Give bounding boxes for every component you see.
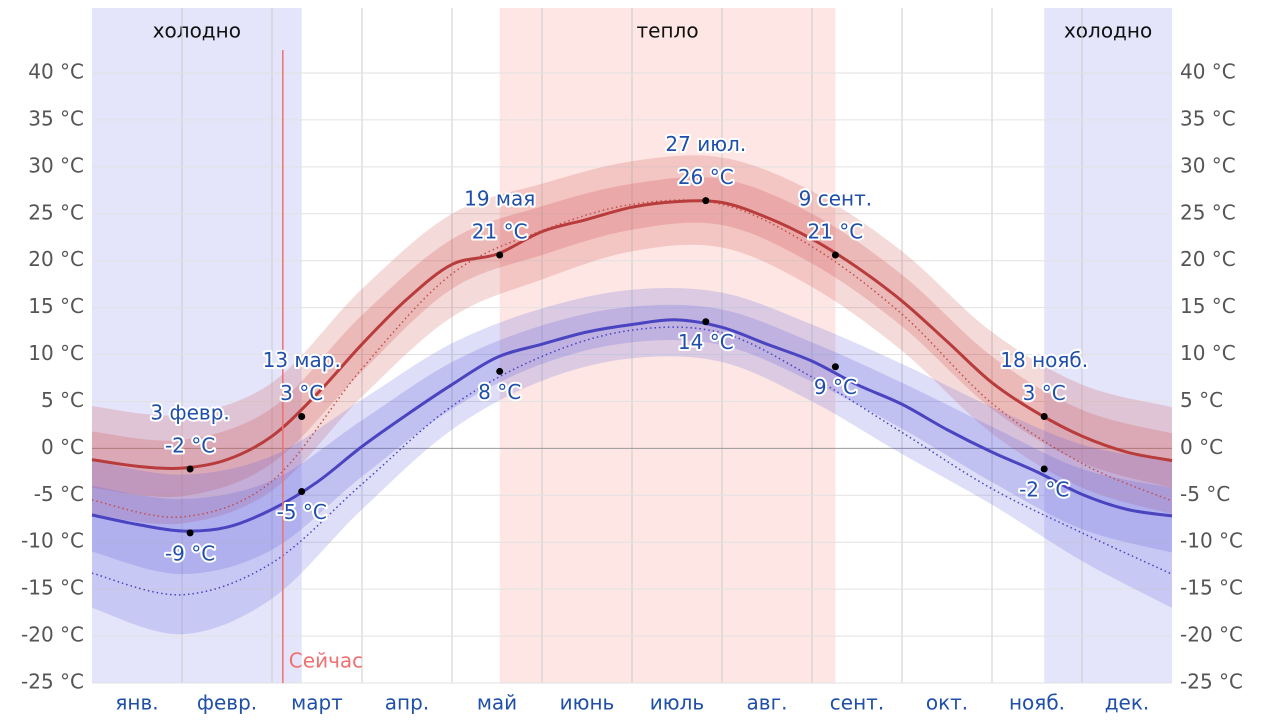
annotation-point xyxy=(298,488,306,496)
y-tick-label-right: 5 °C xyxy=(1180,388,1223,412)
y-tick-label-right: -5 °C xyxy=(1180,482,1230,506)
season-label: тепло xyxy=(637,19,699,43)
y-tick-label-right: 30 °C xyxy=(1180,153,1236,177)
annotation-point xyxy=(702,318,710,326)
x-tick-label: окт. xyxy=(926,691,968,715)
annotation-point xyxy=(496,251,504,259)
annotation-value: 21 °C xyxy=(472,220,528,244)
temperature-band xyxy=(92,304,1172,575)
annotation-value: -2 °C xyxy=(1019,478,1069,502)
annotation-point xyxy=(1040,412,1048,420)
annotation-value: 9 °C xyxy=(814,375,857,399)
x-tick-label: март xyxy=(291,691,343,715)
y-tick-label: 40 °C xyxy=(28,60,84,84)
y-tick-label-right: -20 °C xyxy=(1180,623,1243,647)
x-tick-label: май xyxy=(477,691,517,715)
y-tick-label: -20 °C xyxy=(21,623,84,647)
annotation-value: 3 °C xyxy=(280,381,323,405)
y-tick-label: 10 °C xyxy=(28,341,84,365)
season-region xyxy=(92,8,302,683)
annotation-value: 21 °C xyxy=(808,220,864,244)
annotation-point xyxy=(298,412,306,420)
temperature-band xyxy=(92,155,1172,525)
y-tick-label-right: 10 °C xyxy=(1180,341,1236,365)
season-region xyxy=(1044,8,1172,683)
y-tick-label: -10 °C xyxy=(21,529,84,553)
annotation-point xyxy=(831,251,839,259)
temperature-band xyxy=(92,287,1172,635)
annotation-date: 18 нояб. xyxy=(1000,348,1088,372)
x-tick-label: авг. xyxy=(747,691,788,715)
annotation-date: 9 сент. xyxy=(799,187,872,211)
annotation-value: -9 °C xyxy=(165,541,215,565)
y-tick-label-right: 15 °C xyxy=(1180,294,1236,318)
season-region xyxy=(499,8,836,683)
y-tick-label: 30 °C xyxy=(28,153,84,177)
annotation-date: 19 мая xyxy=(464,187,535,211)
annotation-value: 26 °C xyxy=(678,165,734,189)
annotation-point xyxy=(702,197,710,205)
y-tick-label: 15 °C xyxy=(28,294,84,318)
x-tick-label: дек. xyxy=(1105,691,1150,715)
x-tick-label: апр. xyxy=(385,691,429,715)
y-tick-label: 20 °C xyxy=(28,247,84,271)
annotation-value: 3 °C xyxy=(1023,381,1066,405)
annotation-value: -5 °C xyxy=(277,500,327,524)
y-tick-label-right: 20 °C xyxy=(1180,247,1236,271)
temperature-line xyxy=(91,318,1173,533)
annotation-point xyxy=(831,363,839,371)
feels-like-line xyxy=(91,199,1173,519)
y-tick-label-right: -25 °C xyxy=(1180,670,1243,694)
annotation-date: 27 июл. xyxy=(665,132,746,156)
x-tick-label: нояб. xyxy=(1009,691,1065,715)
temperature-line xyxy=(91,199,1173,470)
y-tick-label-right: 35 °C xyxy=(1180,106,1236,130)
x-tick-label: февр. xyxy=(197,691,257,715)
annotation-date: 13 мар. xyxy=(263,348,341,372)
y-tick-label: 35 °C xyxy=(28,106,84,130)
y-tick-label: 0 °C xyxy=(41,435,84,459)
now-label: Сейчас xyxy=(289,649,363,673)
y-tick-label-right: 0 °C xyxy=(1180,435,1223,459)
y-tick-label-right: -10 °C xyxy=(1180,529,1243,553)
y-tick-label: -5 °C xyxy=(34,482,84,506)
y-tick-label-right: 40 °C xyxy=(1180,60,1236,84)
y-tick-label: -15 °C xyxy=(21,576,84,600)
annotation-point xyxy=(186,465,194,473)
annotation-date: 3 февр. xyxy=(150,401,229,425)
y-tick-label: 25 °C xyxy=(28,200,84,224)
season-label: холодно xyxy=(1064,19,1152,43)
annotation-value: -2 °C xyxy=(165,434,215,458)
y-tick-label: 5 °C xyxy=(41,388,84,412)
x-tick-label: янв. xyxy=(115,691,158,715)
x-tick-label: сент. xyxy=(830,691,884,715)
annotation-point xyxy=(186,529,194,537)
y-tick-label: -25 °C xyxy=(21,670,84,694)
x-tick-label: июнь xyxy=(560,691,615,715)
annotation-value: 8 °C xyxy=(478,380,521,404)
x-tick-label: июль xyxy=(650,691,704,715)
annotation-value: 14 °C xyxy=(678,330,734,354)
y-tick-label-right: -15 °C xyxy=(1180,576,1243,600)
y-tick-label-right: 25 °C xyxy=(1180,200,1236,224)
season-label: холодно xyxy=(153,19,241,43)
annotation-point xyxy=(1040,465,1048,473)
annotation-point xyxy=(496,367,504,375)
